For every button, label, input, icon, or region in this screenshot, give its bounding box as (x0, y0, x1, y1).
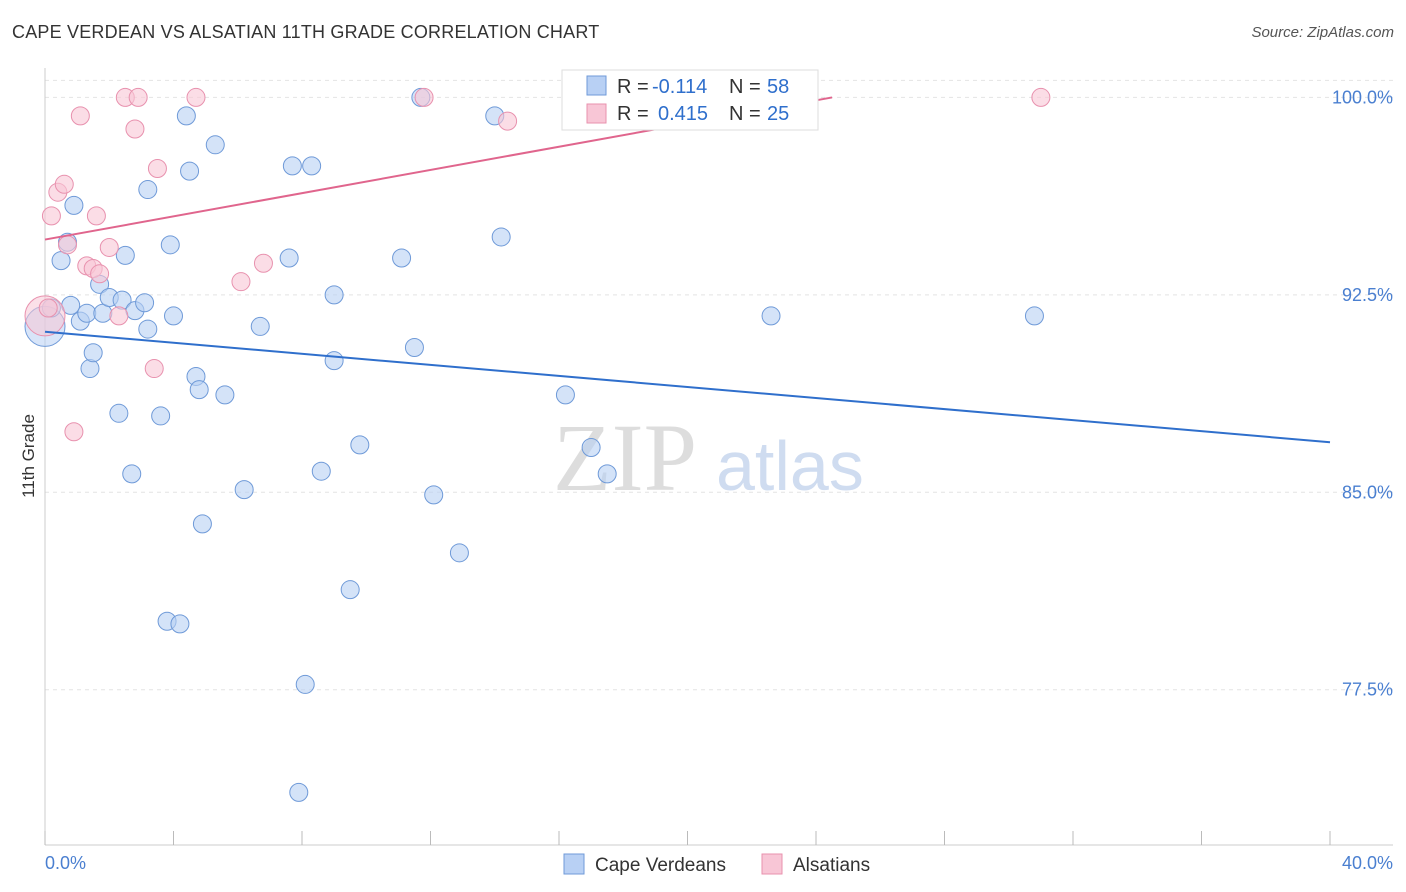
x-tick-label-max: 40.0% (1342, 853, 1393, 873)
source-label: Source: ZipAtlas.com (1251, 24, 1394, 41)
data-point (147, 158, 167, 178)
y-tick-labels: 77.5% 85.0% 92.5% 100.0% (1332, 87, 1393, 699)
data-point (192, 514, 212, 534)
svg-text:ZIP: ZIP (553, 404, 697, 511)
data-point (324, 351, 344, 371)
data-point (324, 285, 344, 305)
data-point (135, 293, 155, 313)
data-point (186, 87, 206, 107)
chart-title: CAPE VERDEAN VS ALSATIAN 11TH GRADE CORR… (12, 22, 600, 42)
data-point (164, 306, 183, 326)
data-point (295, 674, 315, 694)
data-point (340, 580, 360, 600)
data-point (761, 306, 781, 326)
trend-line-cape-verdeans (44, 330, 1331, 444)
legend-r-value-blue: -0.114 (652, 76, 707, 98)
data-point (170, 614, 190, 634)
data-point (498, 111, 518, 131)
data-point (449, 543, 469, 563)
legend-r-label-blue: R = (617, 76, 649, 98)
data-point (1024, 306, 1044, 326)
data-point (151, 406, 171, 426)
data-point (424, 485, 444, 505)
legend-n-label-blue: N = (729, 76, 761, 98)
data-point (205, 135, 225, 155)
data-point (54, 174, 74, 194)
series-legend-label-cape-verdeans: Cape Verdeans (595, 855, 726, 876)
data-point (144, 359, 164, 379)
series-legend-swatch-cape-verdeans (563, 853, 585, 875)
x-ticks (44, 831, 1331, 845)
data-point (80, 359, 100, 379)
data-point (109, 306, 129, 326)
data-point (70, 106, 90, 126)
data-point (138, 180, 158, 200)
data-point (311, 461, 331, 481)
data-point (289, 782, 309, 802)
data-point (581, 438, 601, 458)
series-cape-verdeans (24, 87, 1044, 802)
legend-r-value-pink: 0.415 (658, 103, 708, 125)
data-point (231, 272, 251, 292)
data-point (414, 87, 434, 107)
data-point (250, 316, 270, 336)
data-point (64, 422, 84, 442)
series-legend-swatch-alsatians (761, 853, 783, 875)
y-tick-label: 85.0% (1342, 482, 1393, 502)
data-point (57, 235, 77, 255)
data-point (234, 480, 254, 500)
data-point (109, 403, 129, 423)
data-point (180, 161, 200, 181)
data-point (115, 245, 135, 265)
data-point (86, 206, 106, 226)
x-tick-label-min: 0.0% (45, 853, 86, 873)
data-point (1031, 87, 1051, 107)
data-point (491, 227, 511, 247)
legend-r-label-pink: R = (617, 103, 649, 125)
data-point (279, 248, 299, 268)
data-point (350, 435, 370, 455)
data-point (253, 253, 273, 273)
data-point (302, 156, 322, 176)
series-legend: Cape Verdeans Alsatians (563, 853, 870, 876)
data-point (160, 235, 180, 255)
svg-text:atlas: atlas (716, 427, 864, 505)
data-point (83, 343, 103, 363)
data-point (64, 195, 84, 215)
data-point (77, 303, 97, 323)
data-point (125, 119, 145, 139)
data-point (189, 380, 209, 400)
data-point (176, 106, 196, 126)
data-point (392, 248, 412, 268)
data-point (41, 206, 61, 226)
trend-lines (44, 96, 1331, 444)
data-point (597, 464, 617, 484)
series-legend-label-alsatians: Alsatians (793, 855, 870, 876)
y-tick-label: 100.0% (1332, 87, 1393, 107)
series-alsatians (24, 87, 1051, 442)
data-point (99, 237, 119, 257)
y-tick-label: 77.5% (1342, 680, 1393, 700)
data-point (128, 87, 148, 107)
data-point (38, 298, 58, 318)
stats-legend: R = -0.114 N = 58 R = 0.415 N = 25 (561, 69, 819, 131)
data-point (404, 337, 424, 357)
data-point (282, 156, 302, 176)
legend-n-value-pink: 25 (767, 103, 789, 125)
legend-swatch-blue (586, 75, 607, 96)
data-point (90, 264, 110, 284)
gridlines (45, 79, 1393, 691)
data-point (215, 385, 235, 405)
axes (44, 68, 1393, 846)
legend-n-label-pink: N = (729, 103, 761, 125)
y-tick-label: 92.5% (1342, 285, 1393, 305)
y-axis-label: 11th Grade (19, 414, 38, 498)
data-point (138, 319, 158, 339)
data-point (122, 464, 142, 484)
legend-n-value-blue: 58 (767, 76, 789, 98)
watermark: ZIP atlas (553, 404, 864, 511)
legend-swatch-pink (586, 103, 607, 124)
data-point (555, 385, 575, 405)
